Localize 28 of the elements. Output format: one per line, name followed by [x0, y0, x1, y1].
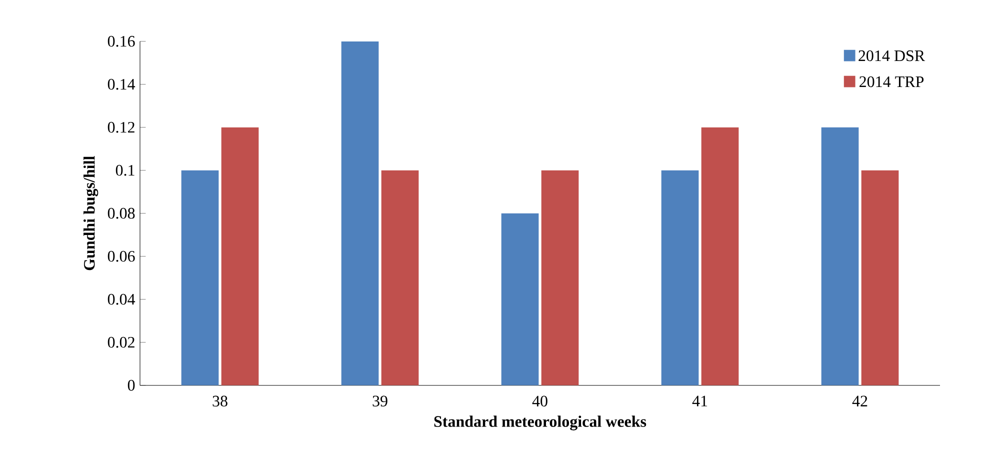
y-tick-label: 0.12: [108, 122, 134, 133]
y-tick-label: 0.04: [108, 294, 136, 305]
x-tick-label: 42: [852, 396, 868, 406]
y-tick-label: 0: [128, 380, 135, 391]
x-tick-label: 38: [212, 396, 228, 407]
legend-label: 2014 DSR: [858, 50, 926, 62]
y-tick-label: 0.16: [108, 36, 135, 47]
y-tick-label: 0.06: [108, 250, 135, 262]
bar: [541, 170, 579, 386]
bar: [221, 127, 259, 386]
bar: [661, 170, 699, 386]
x-tick-label: 41: [692, 396, 708, 406]
bar: [181, 170, 219, 386]
bar: [861, 170, 899, 386]
bar: [381, 170, 419, 386]
legend-label: 2014 TRP: [860, 76, 924, 88]
y-tick-label: 0.02: [108, 336, 134, 348]
bar: [341, 41, 379, 386]
bar: [701, 127, 739, 386]
y-tick-label: 0.14: [108, 78, 136, 90]
x-tick-label: 39: [372, 396, 388, 406]
y-axis-title: Gundhi bugs/hill: [84, 156, 98, 270]
x-tick-label: 40: [532, 396, 548, 407]
bar: [501, 213, 539, 386]
y-tick-label: 0.1: [116, 164, 134, 176]
y-tick-label: 0.08: [108, 208, 135, 219]
x-axis-title: Standard meteorological weeks: [434, 416, 646, 430]
bar: [821, 127, 859, 386]
